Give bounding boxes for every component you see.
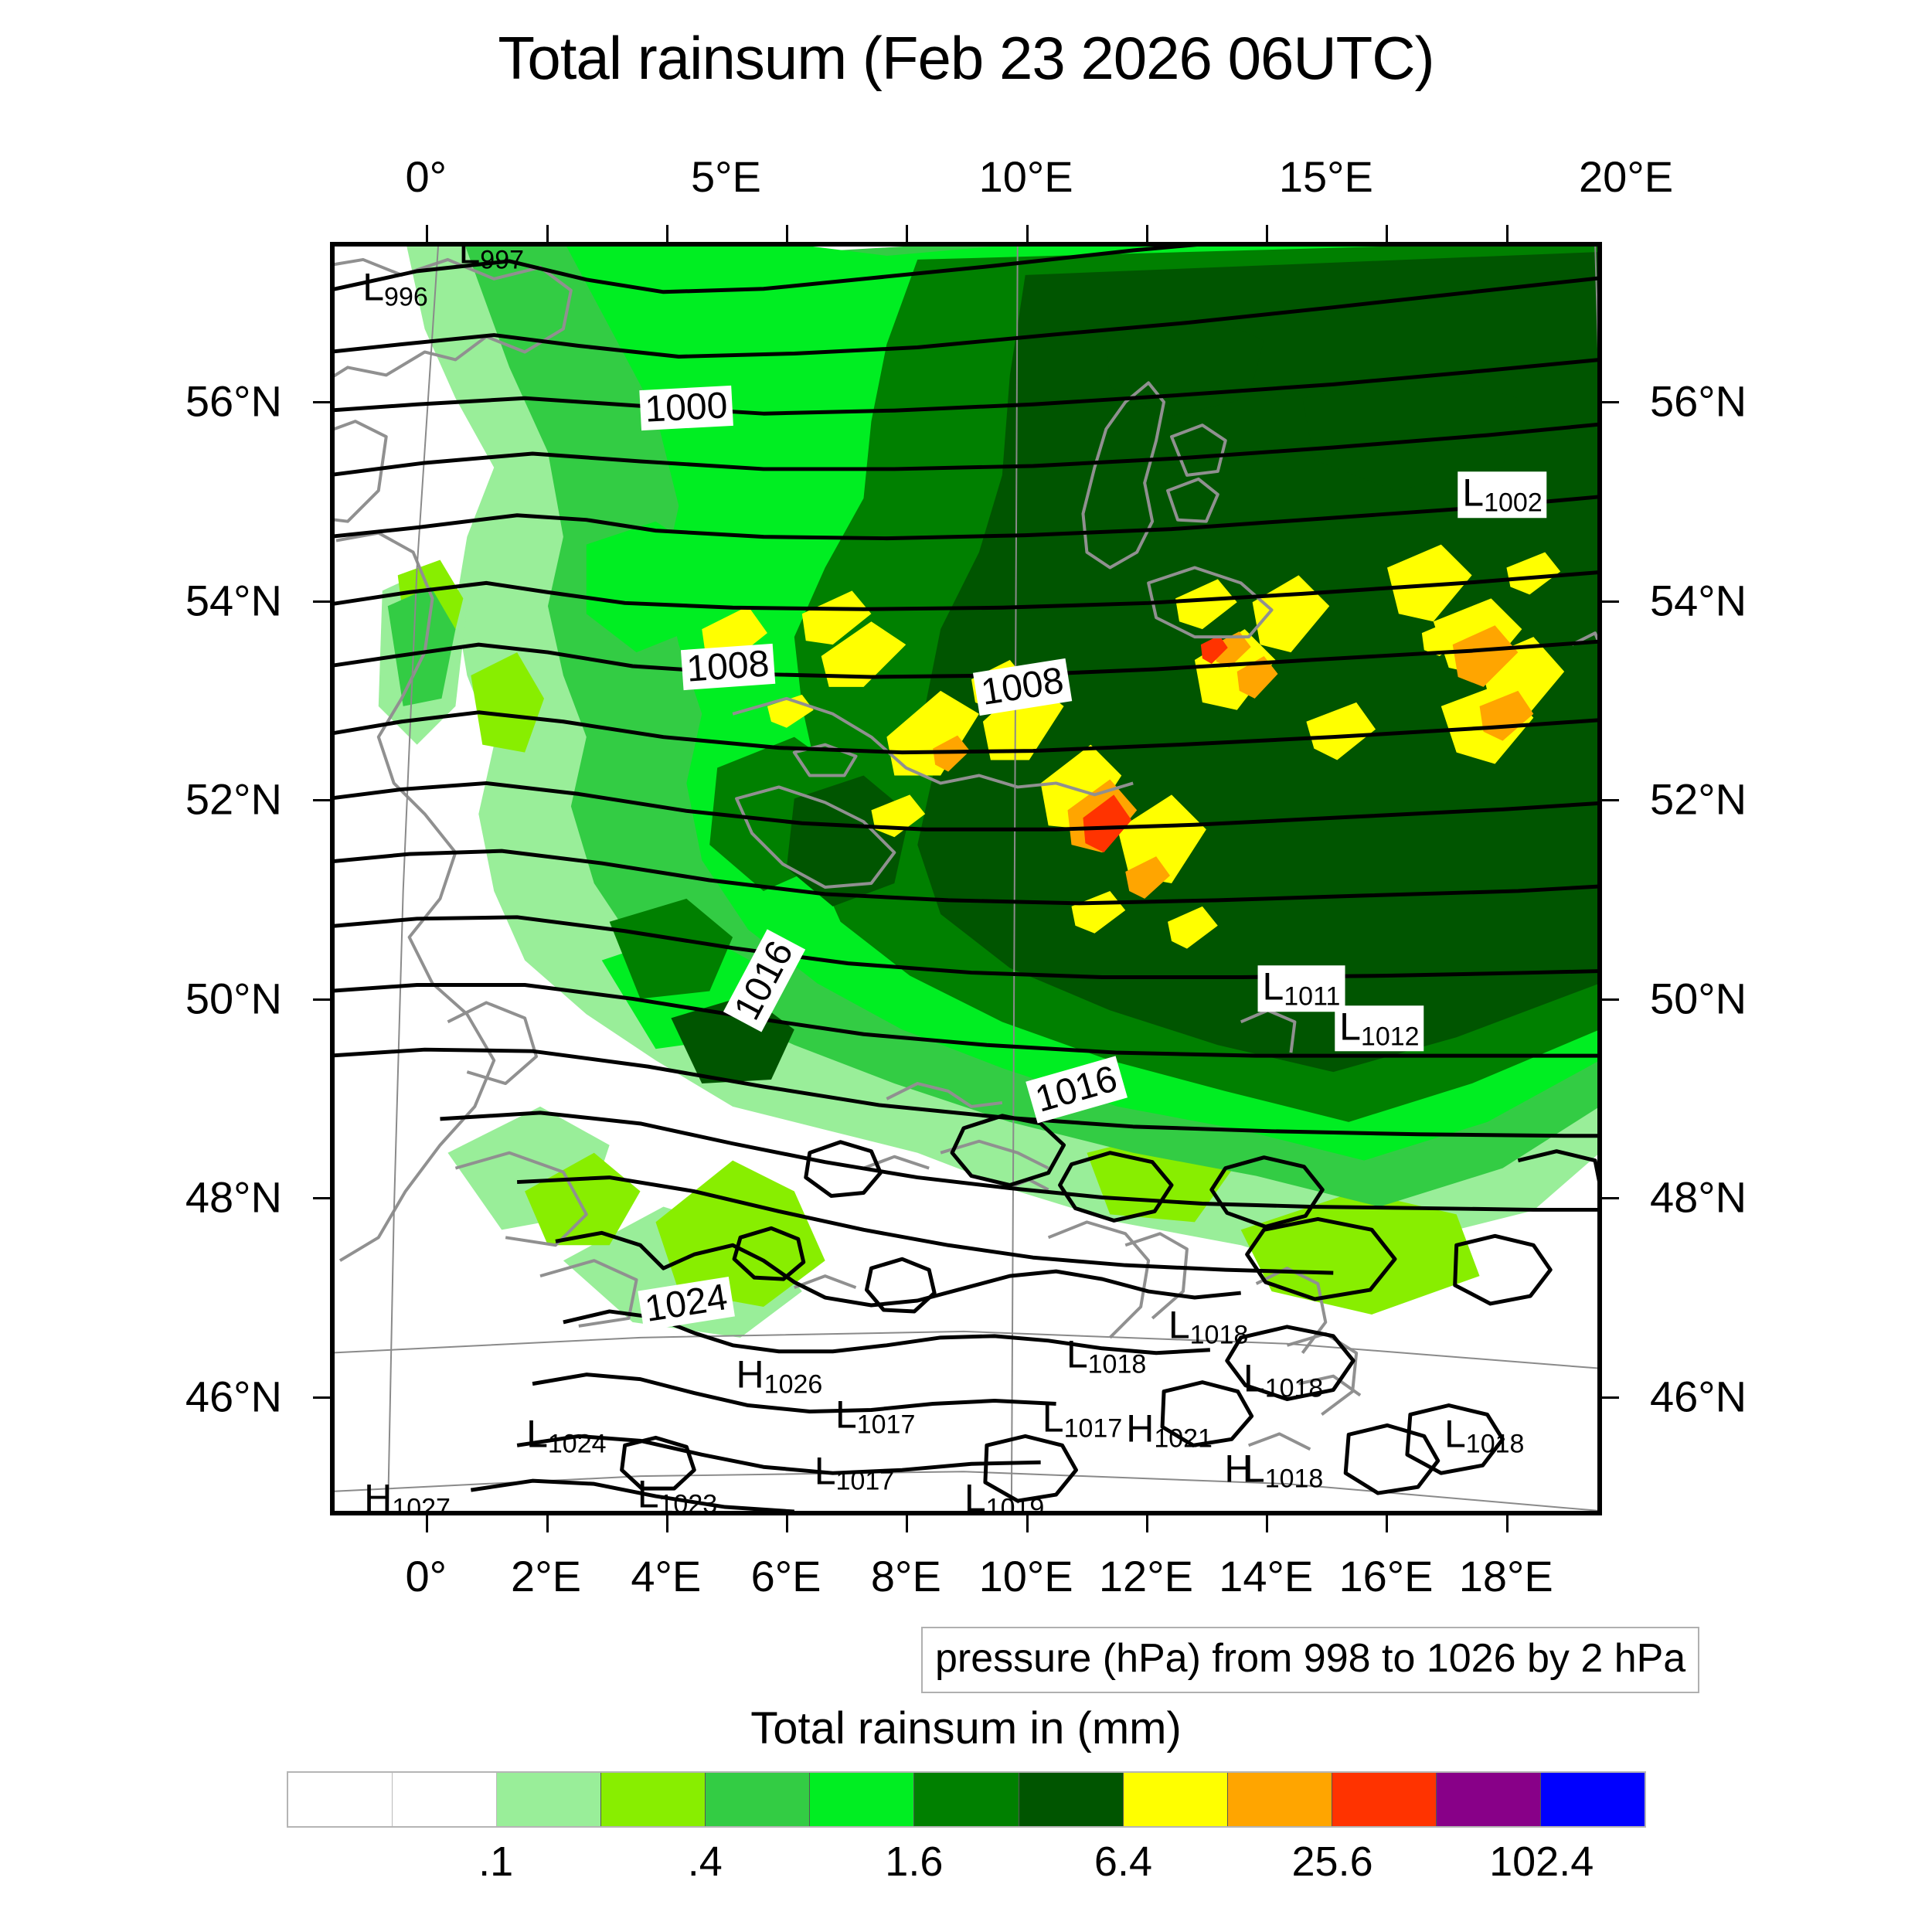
tick-top-7 xyxy=(1266,225,1269,242)
colorbar-tick-4: 25.6 xyxy=(1291,1838,1373,1885)
colorbar-tick-2: 1.6 xyxy=(885,1838,944,1885)
pressure-legend-box: pressure (hPa) from 998 to 1026 by 2 hPa xyxy=(921,1627,1700,1693)
colorbar-swatch-7[interactable] xyxy=(1019,1773,1124,1826)
tick-left-3 xyxy=(313,998,330,1001)
tick-right-1 xyxy=(1602,600,1619,603)
colorbar-tick-5: 102.4 xyxy=(1489,1838,1594,1885)
colorbar-tick-0: .1 xyxy=(478,1838,514,1885)
axis-label-top-2: 10°E xyxy=(978,152,1073,201)
tick-right-3 xyxy=(1602,998,1619,1001)
tick-right-2 xyxy=(1602,799,1619,801)
tick-top-9 xyxy=(1505,225,1509,242)
axis-label-bottom-9: 18°E xyxy=(1458,1552,1553,1600)
axis-label-left-3: 50°N xyxy=(185,974,282,1022)
tick-bottom-5 xyxy=(1026,1515,1029,1532)
colorbar-swatch-11[interactable] xyxy=(1436,1773,1541,1826)
colorbar-title: Total rainsum in (mm) xyxy=(750,1703,1182,1753)
tick-bottom-9 xyxy=(1505,1515,1509,1532)
axis-label-left-4: 48°N xyxy=(185,1172,282,1222)
colorbar-swatch-0[interactable] xyxy=(288,1773,393,1826)
tick-left-4 xyxy=(313,1197,330,1199)
tick-top-2 xyxy=(665,225,668,242)
tick-right-0 xyxy=(1602,401,1619,403)
axis-label-bottom-6: 12°E xyxy=(1098,1552,1193,1600)
axis-label-top-3: 15°E xyxy=(1278,152,1373,201)
tick-right-4 xyxy=(1602,1197,1619,1199)
colorbar-swatch-1[interactable] xyxy=(393,1773,498,1826)
precip-layer-51p2 xyxy=(933,625,1534,899)
coastlines-layer xyxy=(332,257,1600,1451)
tick-left-0 xyxy=(313,401,330,403)
tick-top-8 xyxy=(1386,225,1389,242)
axis-label-left-1: 54°N xyxy=(185,576,282,624)
map-canvas xyxy=(332,244,1600,1513)
axis-label-top-4: 20°E xyxy=(1579,152,1674,201)
tick-bottom-3 xyxy=(786,1515,789,1532)
axis-label-bottom-1: 2°E xyxy=(511,1552,581,1600)
tick-top-3 xyxy=(786,225,789,242)
axis-label-bottom-7: 14°E xyxy=(1219,1552,1314,1600)
axis-label-bottom-5: 10°E xyxy=(978,1552,1073,1600)
colorbar-tick-1: .4 xyxy=(687,1838,723,1885)
axis-label-bottom-4: 8°E xyxy=(870,1552,941,1600)
contour-label-1000-0: 1000 xyxy=(639,386,733,431)
tick-top-0 xyxy=(426,225,429,242)
tick-right-5 xyxy=(1602,1396,1619,1399)
tick-bottom-6 xyxy=(1145,1515,1148,1532)
tick-bottom-4 xyxy=(906,1515,909,1532)
axis-label-right-1: 54°N xyxy=(1650,576,1747,624)
contour-label-1008-1: 1008 xyxy=(681,644,776,691)
tick-top-1 xyxy=(546,225,549,242)
colorbar-swatch-10[interactable] xyxy=(1332,1773,1437,1826)
colorbar-swatch-8[interactable] xyxy=(1123,1773,1228,1826)
page-title: Total rainsum (Feb 23 2026 06UTC) xyxy=(498,24,1434,92)
tick-top-5 xyxy=(1026,225,1029,242)
axis-label-left-2: 52°N xyxy=(185,774,282,824)
tick-bottom-2 xyxy=(665,1515,668,1532)
axis-label-left-0: 56°N xyxy=(185,376,282,426)
axis-label-bottom-2: 4°E xyxy=(631,1552,702,1600)
colorbar-swatch-3[interactable] xyxy=(601,1773,706,1826)
colorbar-swatch-12[interactable] xyxy=(1540,1773,1645,1826)
axis-label-right-5: 46°N xyxy=(1650,1372,1747,1420)
colorbar-swatch-4[interactable] xyxy=(706,1773,811,1826)
colorbar-swatch-9[interactable] xyxy=(1227,1773,1332,1826)
tick-left-2 xyxy=(313,799,330,801)
tick-bottom-1 xyxy=(546,1515,549,1532)
tick-bottom-7 xyxy=(1266,1515,1269,1532)
tick-bottom-8 xyxy=(1386,1515,1389,1532)
tick-left-1 xyxy=(313,600,330,603)
axis-label-bottom-0: 0° xyxy=(405,1552,447,1600)
axis-label-left-5: 46°N xyxy=(185,1372,282,1420)
axis-label-right-0: 56°N xyxy=(1650,376,1747,426)
tick-top-6 xyxy=(1145,225,1148,242)
axis-label-top-0: 0° xyxy=(405,152,447,201)
colorbar-swatch-2[interactable] xyxy=(497,1773,602,1826)
precip-layer-102p4 xyxy=(1083,635,1228,853)
map-plot-area: 1000 1008 1008 1016 1016 1024 L996 L997 L1002 L1… xyxy=(330,242,1602,1515)
tick-left-5 xyxy=(313,1396,330,1399)
axis-label-right-3: 50°N xyxy=(1650,974,1747,1022)
axis-label-bottom-8: 16°E xyxy=(1338,1552,1434,1600)
isobar-layer xyxy=(332,244,1600,1513)
tick-top-4 xyxy=(906,225,909,242)
colorbar-swatch-5[interactable] xyxy=(810,1773,915,1826)
colorbar-tick-labels: .1 .4 1.6 6.4 25.6 102.4 xyxy=(287,1838,1646,1892)
axis-label-right-2: 52°N xyxy=(1650,774,1747,824)
tick-bottom-0 xyxy=(426,1515,429,1532)
axis-label-top-1: 5°E xyxy=(690,152,761,201)
axis-label-bottom-3: 6°E xyxy=(750,1552,821,1600)
plot-border xyxy=(332,244,1600,1513)
axis-label-right-4: 48°N xyxy=(1650,1172,1747,1222)
colorbar[interactable] xyxy=(287,1771,1646,1828)
colorbar-tick-3: 6.4 xyxy=(1094,1838,1152,1885)
colorbar-swatch-6[interactable] xyxy=(914,1773,1019,1826)
